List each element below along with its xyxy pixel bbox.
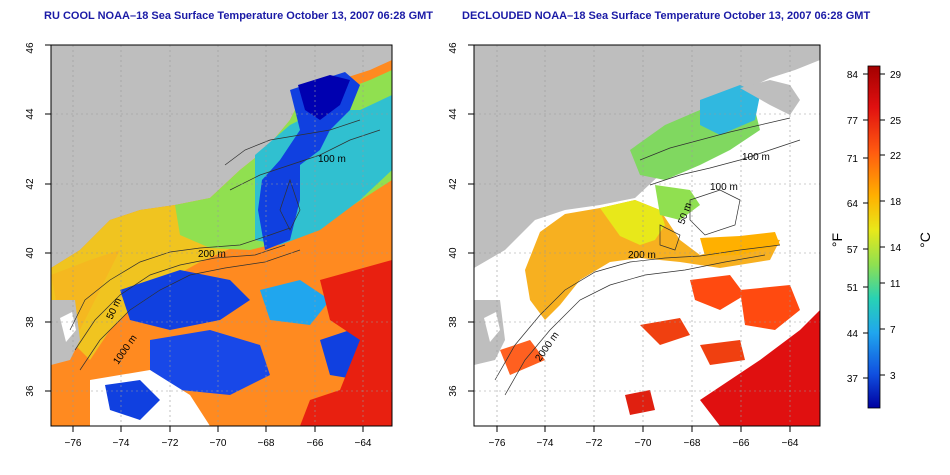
- lat-label-46: 46: [25, 42, 36, 54]
- right-map-frame: [473, 44, 821, 427]
- colorbar-c-tick: 18: [890, 197, 902, 208]
- colorbar-c-tick: 14: [890, 243, 902, 254]
- chesapeake-bay: [484, 312, 500, 342]
- colorbar-c-tick: 25: [890, 116, 902, 127]
- georges-bank-green: [655, 185, 700, 220]
- colorbar-f-tick: 51: [847, 283, 859, 294]
- chesapeake-bay: [60, 312, 76, 342]
- lat-label-40: 40: [25, 247, 36, 259]
- offshore-warm-patch: [700, 340, 745, 365]
- offshore-warm-patch: [640, 318, 690, 345]
- colorbar-f-tick: 37: [847, 374, 859, 385]
- contour-label-200m: 200 m: [628, 250, 656, 261]
- left-map-frame: [50, 44, 393, 427]
- offshore-warm-patch: [690, 275, 745, 310]
- celsius-unit-label: °C: [917, 232, 933, 248]
- lon-label-68: −68: [258, 438, 275, 449]
- colorbar-c-tick: 3: [890, 371, 896, 382]
- colorbar-c-tick: 22: [890, 151, 902, 162]
- cloud-blue-patch: [150, 330, 270, 395]
- land-nova-scotia: [740, 80, 800, 115]
- lon-label-72: −72: [586, 438, 603, 449]
- contour-label-100m: 100 m: [742, 152, 770, 163]
- lon-label-64: −64: [355, 438, 372, 449]
- lat-label-42: 42: [448, 178, 459, 190]
- colorbar-f-tick: 44: [847, 329, 859, 340]
- colorbar-f-tick: 77: [847, 116, 859, 127]
- lon-label-68: −68: [684, 438, 701, 449]
- offshore-warm-patch: [625, 390, 655, 415]
- lon-label-76: −76: [65, 438, 82, 449]
- colorbar: [867, 65, 881, 409]
- lat-label-44: 44: [25, 108, 36, 120]
- grid-lines: [474, 45, 820, 426]
- contour-label-100m: 100 m: [318, 154, 346, 165]
- lon-label-74: −74: [113, 438, 130, 449]
- lon-label-70: −70: [635, 438, 652, 449]
- offshore-warm-patch: [740, 285, 800, 330]
- lat-label-38: 38: [25, 316, 36, 328]
- lat-label-36: 36: [25, 385, 36, 397]
- lat-label-40: 40: [448, 247, 459, 259]
- colorbar-f-tick: 64: [847, 199, 859, 210]
- left-map-area: 100 m 200 m 50 m 1000 m: [51, 45, 392, 426]
- lon-label-66: −66: [307, 438, 324, 449]
- contour-label-100m: 100 m: [710, 182, 738, 193]
- lon-label-66: −66: [733, 438, 750, 449]
- lat-label-38: 38: [448, 316, 459, 328]
- lat-label-46: 46: [448, 42, 459, 54]
- coastal-warm-patch: [500, 340, 545, 375]
- colorbar-f-tick: 84: [847, 70, 859, 81]
- lat-label-44: 44: [448, 108, 459, 120]
- contour-label-200m: 200 m: [198, 249, 226, 260]
- left-panel-title: RU COOL NOAA–18 Sea Surface Temperature …: [44, 10, 434, 22]
- grid-lines: [51, 45, 392, 426]
- ocean-cold-patch: [258, 72, 360, 250]
- ocean-cold-core: [298, 75, 350, 120]
- colorbar-c-tick: 11: [890, 279, 901, 290]
- lon-label-74: −74: [537, 438, 554, 449]
- right-panel-title: DECLOUDED NOAA–18 Sea Surface Temperatur…: [462, 10, 871, 22]
- lat-label-36: 36: [448, 385, 459, 397]
- cloud-blue-patch: [105, 380, 160, 420]
- lon-label-72: −72: [162, 438, 179, 449]
- lat-label-42: 42: [25, 178, 36, 190]
- shelf-edge-band: [700, 232, 780, 256]
- axis-ticks: [45, 44, 791, 432]
- lon-label-70: −70: [210, 438, 227, 449]
- cloud-blue-patch: [120, 270, 250, 330]
- colorbar-f-tick: 71: [847, 154, 859, 165]
- fahrenheit-unit-label: °F: [829, 233, 845, 247]
- colorbar-c-tick: 7: [890, 325, 896, 336]
- cloud-cyan-patch: [260, 280, 330, 325]
- colorbar-f-tick: 57: [847, 245, 859, 256]
- gulf-maine-cyan: [700, 85, 760, 135]
- ocean-hot: [300, 260, 392, 426]
- lon-label-64: −64: [782, 438, 799, 449]
- colorbar-c-tick: 29: [890, 70, 902, 81]
- right-map-area: 100 m 100 m 50 m 200 m 2000 m: [474, 45, 820, 426]
- lon-label-76: −76: [489, 438, 506, 449]
- colorbar-ticks: [863, 73, 885, 379]
- shelf-yellow: [600, 200, 665, 245]
- shelf-warm: [525, 200, 780, 320]
